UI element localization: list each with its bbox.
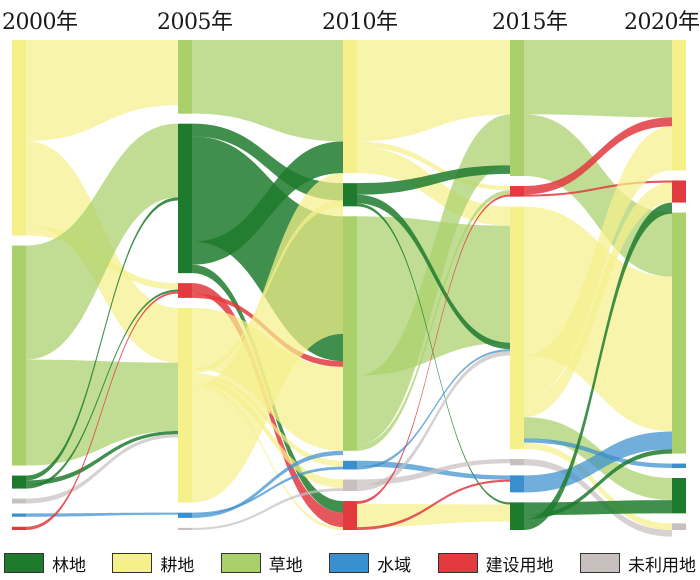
- flow-1-forest-to-cropland: [192, 141, 343, 265]
- flow-0-grassland-to-cropland: [26, 359, 178, 466]
- flow-1-unused-to-unused: [192, 488, 343, 530]
- flow-1-grassland-to-cropland: [192, 40, 343, 142]
- legend-label-construction: 建设用地: [485, 555, 554, 576]
- flow-1-water-to-grassland: [192, 450, 343, 518]
- node-2-construction: [343, 501, 357, 530]
- node-1-cropland: [178, 307, 192, 503]
- legend-item-water: 水域: [329, 551, 411, 576]
- node-4-unused: [672, 523, 686, 530]
- flow-1-cropland-to-unused: [192, 377, 343, 489]
- legend-swatch-construction: [437, 553, 478, 573]
- node-4-forest: [672, 477, 686, 514]
- flow-3-cropland-to-construction: [524, 182, 672, 418]
- flow-2-grassland-to-grassland: [357, 114, 510, 446]
- flow-2-construction-to-water: [357, 479, 510, 530]
- node-4-water: [672, 463, 686, 468]
- flow-2-cropland-to-grassland: [357, 40, 510, 142]
- flow-3-cropland-to-grassland: [524, 206, 672, 432]
- legend-item-unused: 未利用地: [579, 551, 696, 576]
- flow-3-construction-to-construction: [524, 180, 672, 197]
- node-1-grassland: [178, 40, 192, 114]
- flow-2-forest-to-grassland: [357, 165, 510, 195]
- flow-3-forest-to-construction: [524, 202, 672, 531]
- flow-0-cropland-to-grassland: [26, 40, 178, 142]
- node-2-cropland: [343, 40, 357, 174]
- node-3-cropland: [510, 206, 524, 449]
- legend-label-water: 水域: [377, 555, 412, 576]
- sankey-diagram: 2000年 2005年 2010年 2015年 2020年: [2, 10, 700, 537]
- node-2-forest: [343, 183, 357, 207]
- legend-label-cropland: 耕地: [160, 555, 195, 576]
- legend-swatch-unused: [579, 553, 620, 573]
- flow-0-forest-to-construction: [26, 289, 178, 489]
- node-1-construction: [178, 283, 192, 298]
- node-0-construction: [12, 526, 26, 530]
- flow-0-forest-to-cropland: [26, 431, 178, 486]
- year-label-2000: 2000年: [2, 10, 78, 35]
- node-2-grassland: [343, 216, 357, 451]
- flow-3-construction-to-cropland: [524, 117, 672, 195]
- flow-2-unused-to-unused: [357, 458, 510, 486]
- flow-0-forest-to-forest: [26, 197, 178, 481]
- flow-1-cropland-to-water: [192, 373, 343, 467]
- node-3-water: [510, 475, 524, 493]
- flow-2-unused-to-cropland: [357, 351, 510, 492]
- legend-swatch-grassland: [220, 553, 261, 573]
- legend-item-cropland: 耕地: [112, 551, 194, 576]
- node-0-water: [12, 513, 26, 517]
- legend-item-grassland: 草地: [220, 551, 303, 576]
- flow-2-grassland-to-construction: [357, 190, 510, 451]
- flow-1-cropland-to-construction: [192, 383, 343, 530]
- flow-3-grassland-to-cropland: [524, 40, 672, 118]
- node-0-forest: [12, 475, 26, 489]
- flow-3-cropland-to-water: [524, 438, 672, 468]
- flow-2-water-to-cropland: [357, 349, 510, 470]
- year-label-2020: 2020年: [624, 10, 700, 35]
- node-2-water: [343, 460, 357, 470]
- node-4-construction: [672, 180, 686, 203]
- flow-0-grassland-to-forest: [26, 123, 178, 360]
- legend-label-forest: 林地: [52, 555, 86, 576]
- node-0-grassland: [12, 245, 26, 466]
- node-1-forest: [178, 123, 192, 274]
- year-label-2010: 2010年: [322, 10, 398, 35]
- node-0-unused: [12, 498, 26, 504]
- flow-3-cropland-to-cropland: [524, 126, 672, 398]
- node-0-cropland: [12, 40, 26, 236]
- flow-3-forest-to-grassland: [524, 449, 672, 520]
- flow-1-cropland-to-cropland: [192, 173, 343, 503]
- node-4-grassland: [672, 212, 686, 454]
- legend-swatch-forest: [4, 553, 44, 573]
- flow-2-cropland-to-construction: [357, 141, 510, 191]
- year-label-2005: 2005年: [157, 10, 233, 35]
- sankey-flows: [12, 40, 686, 537]
- flow-3-unused-to-unused: [524, 458, 672, 537]
- node-1-unused: [178, 527, 192, 530]
- flow-0-unused-to-cropland: [26, 434, 178, 504]
- node-2-unused: [343, 479, 357, 492]
- flow-2-forest-to-forest: [357, 203, 510, 505]
- node-3-grassland: [510, 40, 524, 177]
- node-4-cropland: [672, 40, 686, 171]
- flow-2-forest-to-cropland: [357, 194, 510, 350]
- legend-label-grassland: 草地: [268, 555, 303, 576]
- flow-1-water-to-water: [192, 466, 343, 515]
- flow-2-construction-to-construction: [357, 194, 510, 504]
- flow-0-water-to-water: [26, 512, 178, 517]
- flow-0-construction-to-construction: [26, 291, 178, 530]
- flow-2-construction-to-forest: [357, 503, 510, 528]
- flow-2-cropland-to-cropland: [357, 147, 510, 226]
- year-label-2015: 2015年: [492, 10, 568, 35]
- node-3-forest: [510, 502, 524, 530]
- legend-swatch-cropland: [112, 553, 153, 573]
- flow-3-water-to-grassland: [524, 431, 672, 493]
- legend-label-unused: 未利用地: [627, 555, 696, 576]
- legend-swatch-water: [329, 553, 370, 573]
- legend: 林地 耕地 草地 水域 建设用地 未利用地: [0, 548, 700, 578]
- node-1-water: [178, 512, 192, 518]
- node-3-unused: [510, 458, 524, 466]
- node-3-construction: [510, 186, 524, 197]
- legend-item-forest: 林地: [4, 551, 86, 576]
- legend-item-construction: 建设用地: [437, 551, 554, 576]
